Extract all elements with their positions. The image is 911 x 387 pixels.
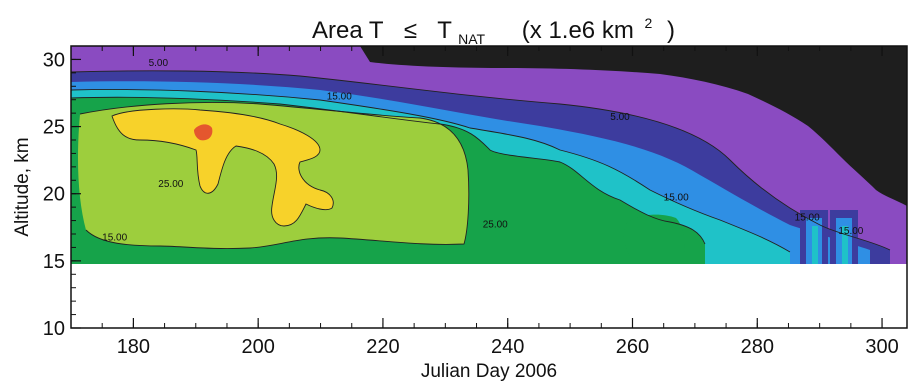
title-units-close: ) xyxy=(667,17,675,44)
x-tick-label: 180 xyxy=(117,336,150,358)
plot-area: 5.00 15.00 5.00 25.00 25.00 15.00 15.00 15.00 15… xyxy=(43,45,908,358)
y-axis-label: Altitude, km xyxy=(12,137,33,236)
y-tick-label: 30 xyxy=(43,49,65,71)
band-35-plus xyxy=(194,124,213,141)
title-units-open: (x 1.e6 km xyxy=(522,17,634,44)
contour-labels: 5.00 15.00 5.00 25.00 25.00 15.00 15.00 15.00 15… xyxy=(102,58,864,244)
x-tick-label: 260 xyxy=(616,336,649,358)
contour-label: 15.00 xyxy=(664,192,689,203)
contour-label: 15.00 xyxy=(327,92,352,103)
contour-label: 15.00 xyxy=(838,226,863,237)
contour-label: 5.00 xyxy=(610,112,630,123)
title-prefix: Area T xyxy=(312,17,384,44)
contour-label: 15.00 xyxy=(795,213,820,224)
x-axis-label: Julian Day 2006 xyxy=(421,361,557,382)
y-tick-label: 15 xyxy=(43,251,65,273)
x-tick-label: 200 xyxy=(241,336,274,358)
title-symbol: ≤ xyxy=(404,17,417,44)
x-tick-label: 240 xyxy=(491,336,524,358)
title-subscript: NAT xyxy=(458,31,485,47)
band-30-35-a xyxy=(112,108,334,226)
title-units-sup: 2 xyxy=(644,15,652,31)
no-data-dark xyxy=(360,46,907,206)
x-tick-label: 280 xyxy=(741,336,774,358)
y-axis-ticks: 10 15 20 25 30 xyxy=(43,45,81,340)
title-subject: T xyxy=(437,17,452,44)
y-tick-label: 20 xyxy=(43,184,65,206)
x-axis-ticks: 180 200 220 240 260 280 300 xyxy=(70,46,899,358)
contour-label: 25.00 xyxy=(158,179,183,190)
x-tick-label: 220 xyxy=(366,336,399,358)
y-tick-label: 25 xyxy=(43,117,65,139)
contour-lines xyxy=(71,70,891,253)
plot-frame xyxy=(70,45,908,329)
x-tick-label: 300 xyxy=(865,336,898,358)
contour-label: 15.00 xyxy=(102,233,127,244)
contour-fill xyxy=(71,46,907,328)
band-green-island xyxy=(623,214,685,256)
contour-label: 25.00 xyxy=(483,219,508,230)
columns-teal xyxy=(812,226,848,264)
y-tick-label: 10 xyxy=(43,318,65,340)
chart-title: Area T ≤ T NAT (x 1.e6 km 2 ) xyxy=(312,7,675,50)
contour-label: 5.00 xyxy=(149,58,169,69)
